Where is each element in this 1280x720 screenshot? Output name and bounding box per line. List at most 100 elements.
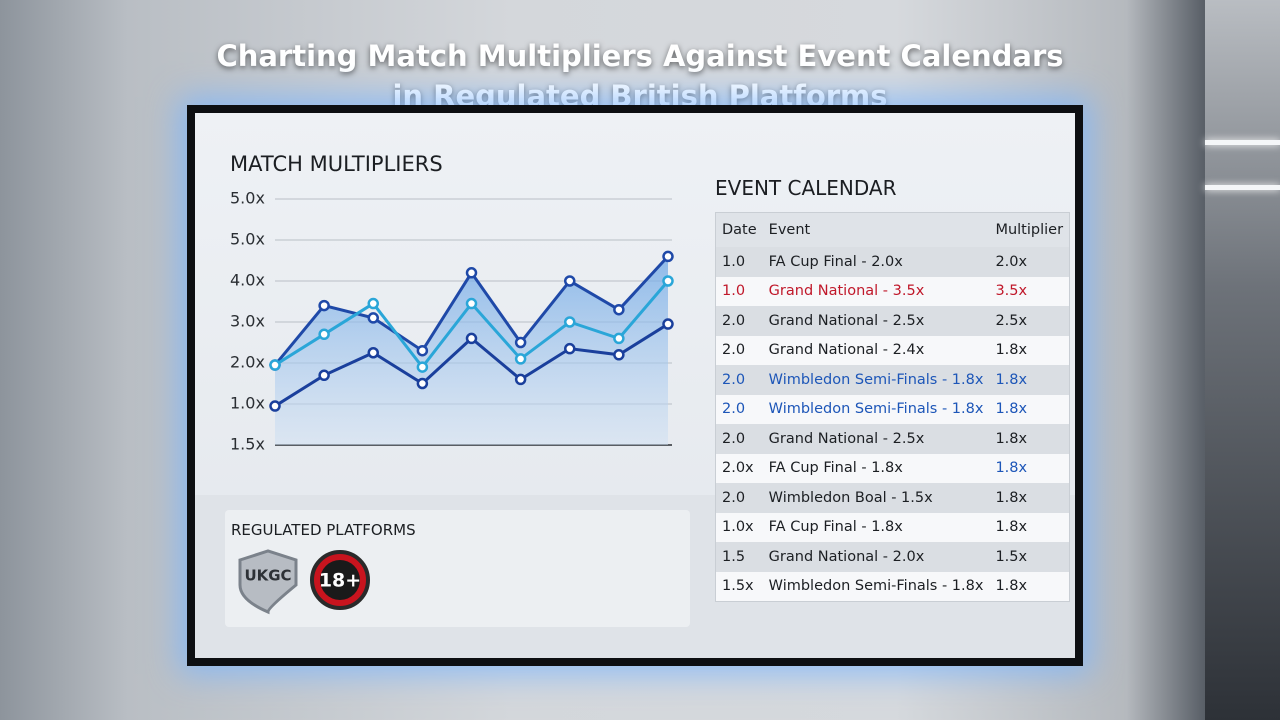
point — [269, 400, 281, 412]
column-header: Date — [715, 212, 763, 247]
point — [564, 316, 576, 328]
point — [367, 312, 379, 324]
header-row: Date Event Multiplier — [715, 212, 1070, 247]
ukgc-badge: UKGC — [244, 567, 291, 585]
date-cell: 2.0 — [722, 430, 746, 447]
event-calendar: Date Event Multiplier 1.0 FA Cup Final - 2.0… — [715, 212, 1071, 602]
point — [465, 332, 478, 345]
point — [514, 353, 527, 365]
multiplier-cell: 1.8x — [995, 519, 1028, 536]
point — [416, 361, 429, 373]
point — [564, 342, 576, 355]
point — [367, 297, 379, 310]
date-cell: 2.0x — [722, 460, 754, 477]
date-cell: 1.5 — [722, 548, 746, 565]
event-cell: Grand National - 2.4x — [768, 342, 925, 359]
point — [318, 299, 330, 312]
y-tick-label: 5.0x — [230, 189, 265, 208]
point — [416, 377, 429, 390]
ceiling-light — [1205, 140, 1280, 145]
point — [465, 267, 478, 279]
multiplier-cell: 1.8x — [995, 430, 1028, 447]
calendar-row: 2.0x FA Cup Final - 1.8x 1.8x — [715, 453, 1070, 483]
date-cell: 2.0 — [722, 371, 746, 388]
point — [662, 318, 674, 330]
point — [662, 275, 674, 287]
calendar-row: 1.0x FA Cup Final - 1.8x 1.8x — [715, 512, 1070, 542]
calendar-row: 2.0 Grand National - 2.4x 1.8x — [715, 335, 1070, 365]
event-cell: Wimbledon Boal - 1.5x — [768, 489, 933, 506]
calendar-row: 2.0 Grand National - 2.5x 1.8x — [715, 424, 1070, 454]
y-tick-label: 2.0x — [230, 353, 265, 372]
chart-title: MATCH MULTIPLIERS — [230, 152, 443, 176]
calendar-row: 2.0 Wimbledon Boal - 1.5x 1.8x — [715, 483, 1070, 513]
date-cell: 2.0 — [722, 342, 746, 359]
event-cell: Grand National - 2.5x — [768, 312, 925, 329]
point — [564, 275, 576, 287]
event-cell: Wimbledon Semi-Finals - 1.8x — [768, 371, 984, 388]
multiplier-cell: 2.0x — [995, 253, 1028, 270]
point — [613, 349, 625, 361]
corridor — [1205, 0, 1280, 720]
date-cell: 2.0 — [722, 312, 746, 329]
multiplier-cell: 1.8x — [995, 578, 1028, 595]
point — [465, 297, 478, 310]
event-cell: FA Cup Final - 1.8x — [768, 460, 903, 477]
point — [514, 373, 527, 386]
point — [613, 303, 625, 316]
event-cell: Grand National - 2.0x — [768, 548, 925, 565]
y-tick-label: 3.0x — [230, 312, 265, 331]
event-cell: Wimbledon Semi-Finals - 1.8x — [768, 578, 984, 595]
point — [514, 336, 527, 349]
y-tick-label: 4.0x — [230, 271, 265, 290]
multiplier-cell: 1.8x — [995, 371, 1028, 388]
multiplier-cell: 1.5x — [995, 548, 1028, 565]
calendar-row: 1.0 Grand National - 3.5x 3.5x — [715, 276, 1070, 306]
calendar-row: 1.5 Grand National - 2.0x 1.5x — [715, 542, 1070, 572]
event-cell: FA Cup Final - 2.0x — [768, 253, 903, 270]
date-cell: 1.5x — [722, 578, 754, 595]
multiplier-cell: 2.5x — [995, 312, 1028, 329]
point — [318, 328, 330, 341]
title-line: Charting Match Multipliers Against Event… — [216, 39, 1064, 73]
calendar-row: 2.0 Wimbledon Semi-Finals - 1.8x 1.8x — [715, 365, 1070, 395]
multiplier-cell: 1.8x — [995, 401, 1028, 418]
age-badge: 18+ — [319, 570, 361, 592]
date-cell: 1.0 — [722, 283, 746, 300]
point — [416, 344, 429, 357]
calendar-row: 2.0 Wimbledon Semi-Finals - 1.8x 1.8x — [715, 394, 1070, 424]
point — [613, 332, 625, 345]
point — [367, 347, 379, 359]
event-cell: FA Cup Final - 1.8x — [768, 519, 903, 536]
y-tick-label: 5.0x — [230, 230, 265, 249]
column-header: Event — [762, 212, 990, 247]
y-tick-label: 1.5x — [230, 435, 265, 454]
multiplier-cell: 1.8x — [995, 489, 1028, 506]
date-cell: 2.0 — [722, 489, 746, 506]
multiplier-cell: 3.5x — [995, 283, 1028, 300]
date-cell: 1.0x — [722, 519, 754, 536]
date-cell: 2.0 — [722, 401, 746, 418]
platforms-panel — [225, 510, 690, 627]
ceiling-light — [1205, 185, 1280, 190]
age-badge-core — [320, 560, 360, 600]
calendar-row: 1.0 FA Cup Final - 2.0x 2.0x — [715, 247, 1070, 277]
point — [662, 250, 674, 263]
multiplier-cell: 1.8x — [995, 342, 1028, 359]
event-cell: Wimbledon Semi-Finals - 1.8x — [768, 401, 984, 418]
point — [318, 369, 330, 382]
calendar-row: 1.5x Wimbledon Semi-Finals - 1.8x 1.8x — [715, 571, 1070, 602]
ukgc-shield — [238, 549, 298, 615]
point — [269, 359, 281, 371]
column-header: Multiplier — [989, 212, 1070, 247]
area — [275, 256, 668, 445]
calendar-row: 2.0 Grand National - 2.5x 2.5x — [715, 306, 1070, 336]
event-cell: Grand National - 3.5x — [768, 283, 925, 300]
y-tick-label: 1.0x — [230, 394, 265, 413]
event-cell: Grand National - 2.5x — [768, 430, 925, 447]
multiplier-cell: 1.8x — [995, 460, 1028, 477]
platforms-title: REGULATED PLATFORMS — [231, 521, 416, 539]
calendar-title: EVENT CALENDAR — [715, 176, 897, 200]
